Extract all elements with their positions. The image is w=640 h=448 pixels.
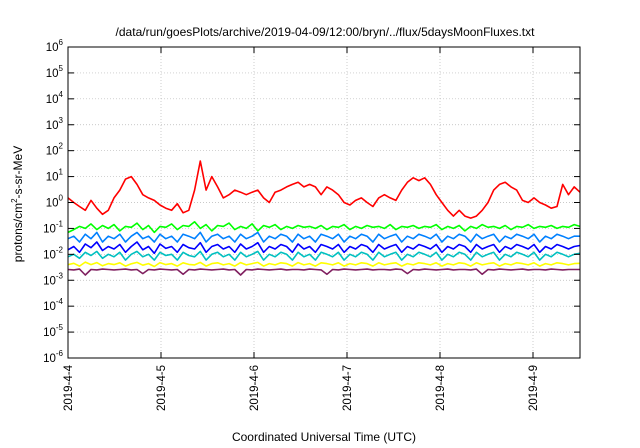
y-tick-label: 10-5 [43,323,63,339]
y-tick-exponent: 0 [59,194,64,203]
y-axis-label-sup: 2 [10,198,19,203]
y-tick-base: 10 [46,198,59,210]
series-line-3 [67,241,581,255]
series-line-2 [67,231,580,243]
y-tick-label: 10-3 [43,271,63,287]
y-tick-label: 103 [46,116,64,132]
series-lines [67,160,581,276]
y-tick-exponent: -2 [56,245,64,254]
y-tick-exponent: -3 [56,271,64,280]
y-tick-exponent: 2 [59,142,64,151]
y-tick-exponent: 4 [59,90,64,99]
y-tick-label: 102 [46,142,64,158]
x-tick-label: 2019-4-5 [156,365,168,411]
y-tick-label: 101 [46,168,64,184]
y-tick-label: 100 [46,194,64,210]
y-tick-exponent: -6 [56,349,64,358]
y-tick-exponent: -5 [56,323,64,332]
y-tick-base: 10 [43,275,56,287]
x-axis: 2019-4-4 2019-4-5 2019-4-6 2019-4-7 2019-4-8… [63,47,540,411]
y-tick-base: 10 [43,249,56,261]
series-line-0 [67,160,581,219]
chart-title: /data/run/goesPlots/archive/2019-04-09/1… [116,25,536,39]
y-tick-exponent: -4 [56,297,64,306]
y-tick-base: 10 [46,172,59,184]
y-tick-exponent: -1 [56,219,64,228]
y-tick-exponent: 6 [59,38,64,47]
x-tick-label: 2019-4-8 [435,365,447,411]
grid [68,47,580,358]
y-tick-base: 10 [46,68,59,80]
x-tick-label: 2019-4-9 [528,365,540,411]
y-tick-label: 105 [46,64,64,80]
x-tick-label: 2019-4-4 [63,364,75,411]
y-tick-base: 10 [46,146,59,158]
y-tick-exponent: 1 [59,168,64,177]
y-tick-label: 104 [46,90,64,106]
x-tick-label: 2019-4-6 [249,365,261,411]
y-tick-base: 10 [46,94,59,106]
y-axis-label: protons/cm2-s-sr-MeV [10,146,25,262]
y-tick-base: 10 [43,301,56,313]
y-tick-base: 10 [43,327,56,339]
series-line-4 [67,250,581,261]
y-tick-label: 10-2 [43,245,63,261]
y-axis: 10-610-510-410-310-210-11001011021031041… [43,38,580,365]
y-tick-exponent: 3 [59,116,64,125]
y-tick-base: 10 [43,353,56,365]
y-tick-label: 10-4 [43,297,63,313]
y-axis-label-part2: -s-sr-MeV [11,146,25,199]
y-tick-label: 106 [46,38,64,54]
y-tick-base: 10 [46,120,59,132]
y-tick-exponent: 5 [59,64,64,73]
series-line-1 [67,221,581,234]
y-axis-label-part1: protons/cm [11,203,25,262]
y-tick-label: 10-6 [43,349,63,365]
series-line-5 [67,261,581,268]
y-tick-base: 10 [43,223,56,235]
x-tick-label: 2019-4-7 [342,365,354,411]
y-tick-base: 10 [46,42,59,54]
x-axis-label: Coordinated Universal Time (UTC) [232,430,416,444]
y-tick-label: 10-1 [43,219,63,235]
series-line-6 [67,268,580,276]
